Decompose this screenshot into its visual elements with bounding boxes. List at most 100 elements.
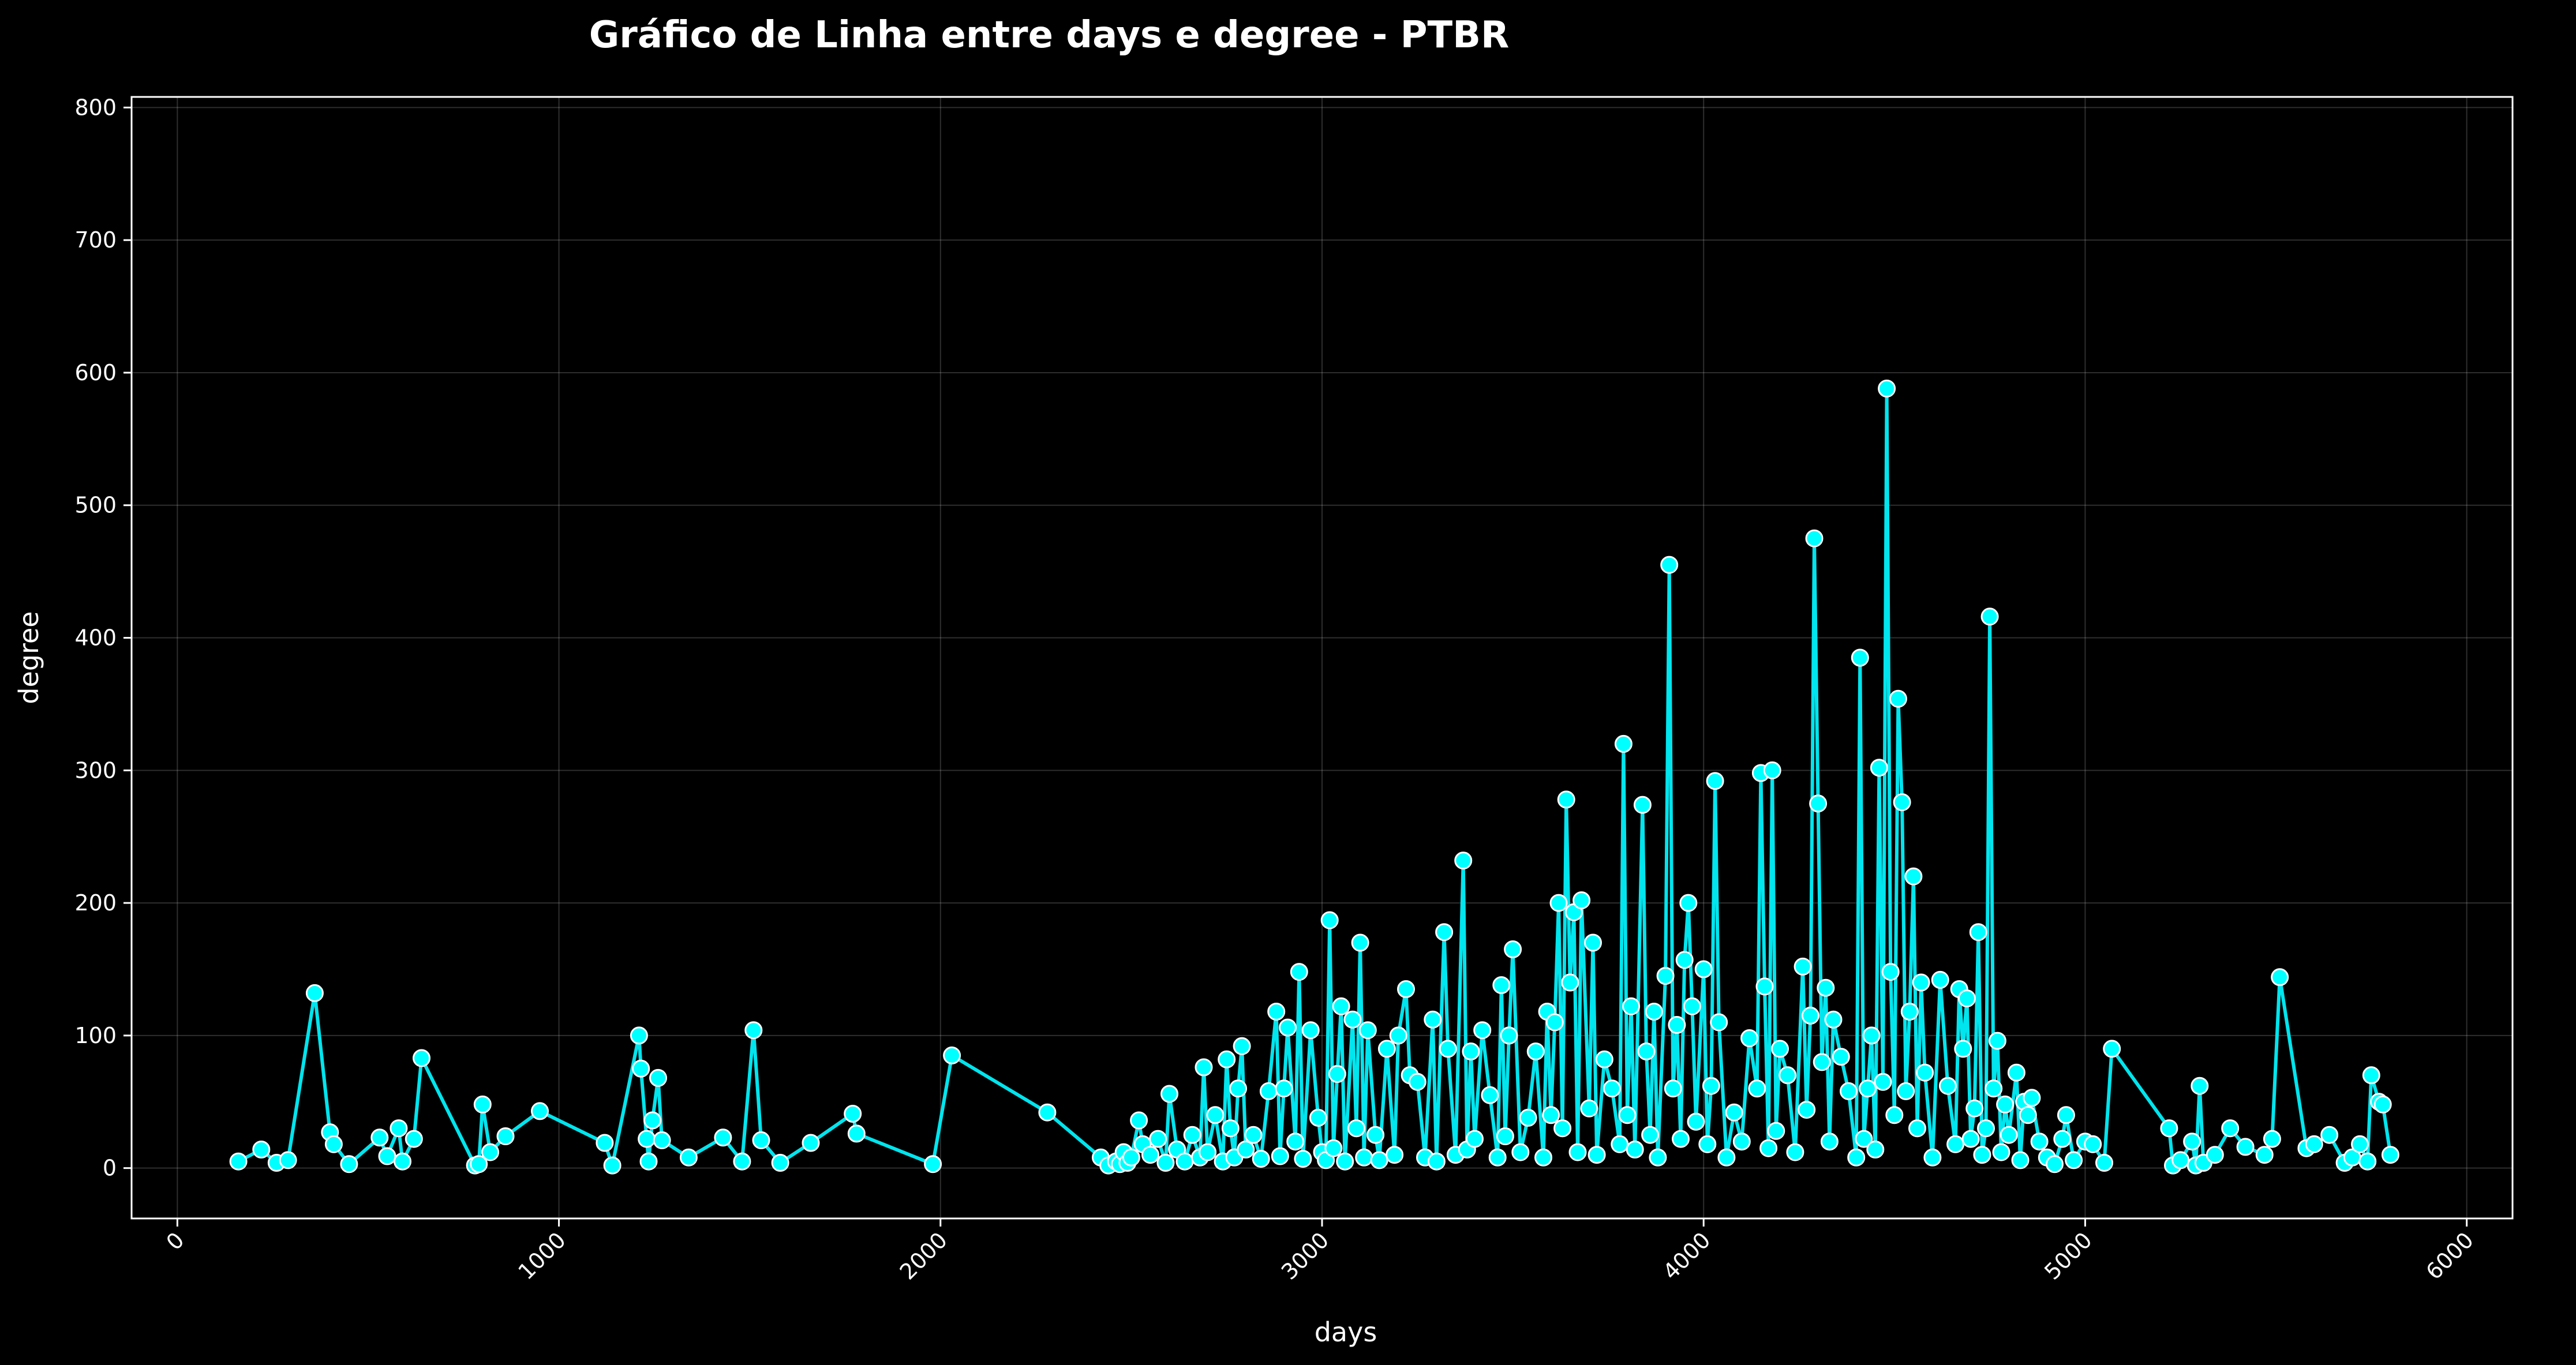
data-point xyxy=(1561,973,1579,992)
data-point xyxy=(1141,1146,1159,1164)
data-point xyxy=(1900,1003,1919,1021)
data-point xyxy=(1511,1143,1530,1161)
data-point xyxy=(924,1155,942,1173)
data-point xyxy=(1980,608,1999,626)
data-point xyxy=(653,1131,671,1149)
data-point xyxy=(1580,1099,1598,1118)
y-tick-label: 100 xyxy=(74,1023,117,1048)
data-point xyxy=(1840,1082,1858,1100)
data-point xyxy=(394,1152,411,1171)
data-point xyxy=(1366,1126,1385,1144)
data-point xyxy=(1377,1040,1396,1058)
data-point xyxy=(2103,1040,2121,1058)
data-point xyxy=(1626,1141,1644,1158)
data-point xyxy=(1199,1143,1217,1161)
data-point xyxy=(802,1134,820,1152)
data-point xyxy=(1328,1065,1346,1083)
data-point xyxy=(733,1152,751,1171)
data-point xyxy=(847,1124,866,1143)
data-point xyxy=(1206,1106,1225,1124)
data-point xyxy=(1645,1003,1663,1021)
data-point xyxy=(1496,1127,1514,1145)
data-point xyxy=(1358,1021,1377,1040)
data-point xyxy=(596,1134,614,1152)
data-point xyxy=(1988,1032,2006,1050)
data-point xyxy=(1294,1150,1312,1168)
data-point xyxy=(1370,1151,1388,1169)
chart-title: Gráfico de Linha entre days e degree - P… xyxy=(589,14,1510,57)
data-point xyxy=(1958,989,1976,1008)
y-tick-label: 400 xyxy=(74,625,117,651)
data-point xyxy=(649,1068,667,1087)
data-point xyxy=(1668,1016,1686,1034)
data-point xyxy=(1195,1058,1213,1077)
data-point xyxy=(1355,1148,1373,1167)
data-point xyxy=(1938,1077,1957,1095)
data-point xyxy=(1038,1103,1057,1122)
data-point xyxy=(1679,894,1698,912)
data-point xyxy=(2030,1132,2049,1151)
data-point xyxy=(2255,1146,2274,1164)
data-point xyxy=(405,1130,423,1148)
data-point xyxy=(2007,1063,2025,1082)
data-point xyxy=(390,1119,408,1138)
data-point xyxy=(1347,1119,1365,1138)
data-point xyxy=(1702,1077,1720,1095)
data-point xyxy=(2019,1106,2037,1124)
data-point xyxy=(1969,923,1987,942)
data-point xyxy=(1820,1132,1839,1151)
grid-lines xyxy=(132,97,2513,1218)
data-point xyxy=(1504,940,1522,958)
data-point xyxy=(1156,1154,1175,1172)
data-point xyxy=(744,1021,763,1040)
data-point xyxy=(370,1128,389,1147)
data-point xyxy=(2065,1151,2083,1169)
data-point xyxy=(1130,1111,1148,1130)
data-point xyxy=(1301,1021,1320,1040)
y-axis-label: degree xyxy=(13,611,44,704)
data-point xyxy=(1912,973,1930,992)
data-point xyxy=(1481,1086,1499,1104)
data-point xyxy=(1923,1148,1942,1167)
data-point xyxy=(1488,1148,1507,1167)
data-point xyxy=(1633,796,1652,814)
data-point xyxy=(229,1152,248,1171)
data-point xyxy=(2023,1089,2041,1107)
data-point xyxy=(1961,1130,1980,1148)
data-point xyxy=(1637,1042,1656,1060)
data-point xyxy=(1954,1040,1972,1058)
data-point xyxy=(2183,1132,2201,1151)
data-point xyxy=(1324,1139,1343,1157)
data-point xyxy=(1526,1042,1545,1060)
data-point xyxy=(1717,1148,1736,1167)
axes-frame xyxy=(130,96,2514,1220)
data-point xyxy=(1946,1135,1965,1153)
data-point xyxy=(1855,1130,1873,1148)
data-point xyxy=(1985,1079,2003,1098)
data-point xyxy=(481,1143,499,1161)
data-point xyxy=(1641,1126,1660,1144)
data-point xyxy=(2160,1119,2178,1138)
data-point xyxy=(1885,1106,1904,1124)
data-point xyxy=(1336,1152,1354,1171)
data-point xyxy=(413,1049,430,1067)
data-point xyxy=(340,1155,358,1173)
data-point xyxy=(1389,1026,1407,1045)
data-point xyxy=(1534,1148,1552,1167)
data-point xyxy=(1435,923,1454,942)
data-point xyxy=(531,1102,549,1120)
data-point xyxy=(1973,1146,1991,1164)
data-point xyxy=(603,1156,621,1175)
y-tick-label: 700 xyxy=(74,227,117,253)
data-point xyxy=(1832,1048,1850,1066)
data-point xyxy=(1664,1079,1682,1098)
data-point xyxy=(1798,1101,1816,1119)
data-point xyxy=(1473,1021,1492,1040)
series-markers xyxy=(229,380,2399,1175)
data-point xyxy=(1500,1026,1518,1045)
data-point xyxy=(1862,1026,1881,1045)
data-point xyxy=(1279,1018,1297,1037)
data-point xyxy=(1233,1037,1251,1055)
data-point xyxy=(324,1135,343,1153)
